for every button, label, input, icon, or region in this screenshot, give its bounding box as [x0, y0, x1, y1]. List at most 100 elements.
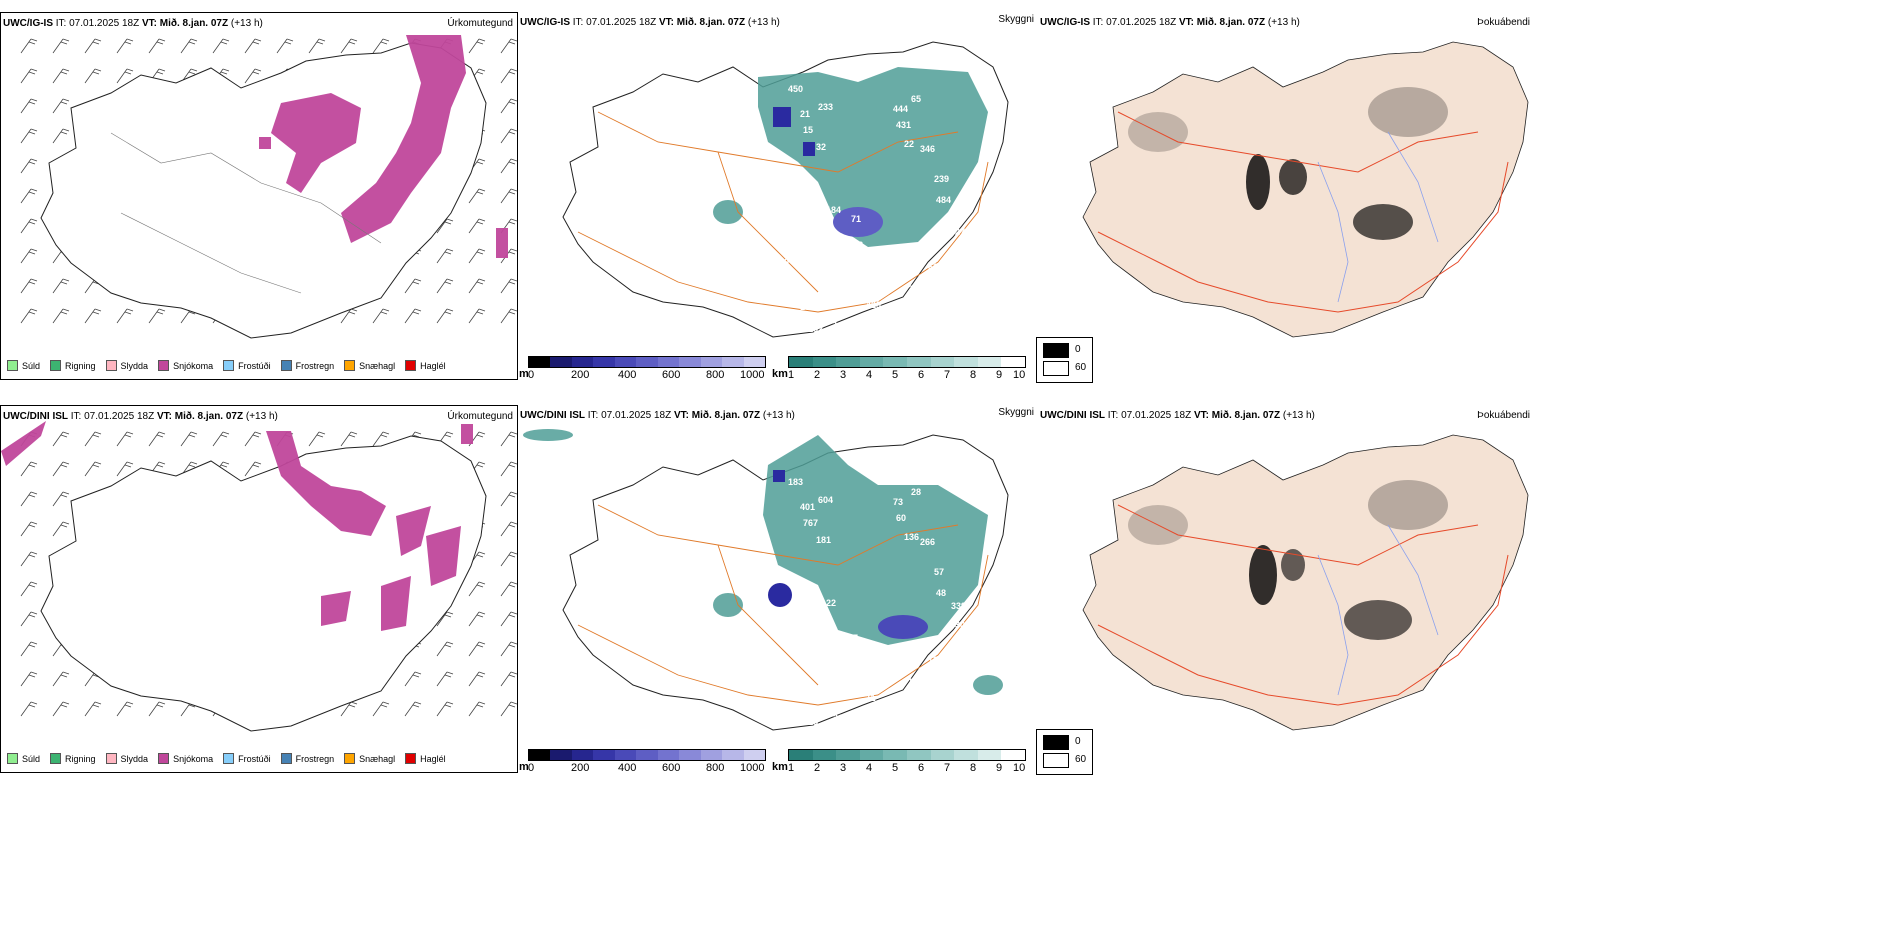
cloudbase-label: 290: [774, 257, 789, 267]
wind-barb: [436, 641, 454, 657]
fog-low-label: 60: [1075, 362, 1087, 373]
cloudbase-visibility-panel-1: 183 401 604 767 181 73 28 60 136 266 57 48 339 330 67 2…: [518, 405, 1038, 773]
colorbar-tick: 1: [788, 369, 795, 380]
wind-barb: [500, 581, 517, 597]
cloudbase-label: 32: [816, 142, 826, 152]
cloudbase-label: 233: [818, 102, 833, 112]
colorbar-cell: [1001, 357, 1025, 367]
wind-barb: [244, 461, 262, 477]
wind-barb: [20, 128, 38, 144]
roads: [577, 504, 989, 706]
wind-barb: [500, 611, 517, 627]
legend-swatch: [344, 360, 356, 371]
panel-title: Þokuábendi: [1477, 17, 1530, 28]
cloudbase-label: 230: [908, 284, 923, 294]
wind-barb: [500, 158, 517, 174]
cloudbase-label: 48: [936, 588, 946, 598]
legend-item: Snæhagl: [344, 360, 395, 371]
precip-type-panel-1: UWC/DINI ISL IT: 07.01.2025 18Z VT: Mið.…: [0, 405, 518, 773]
precip-legend: Súld Rigning Slydda Snjókoma Frostúði Fr…: [7, 753, 446, 764]
colorbar-tick: 0: [528, 369, 535, 380]
legend-swatch: [50, 753, 62, 764]
legend-item: Slydda: [105, 753, 148, 764]
cloudbase-label: 927: [950, 227, 965, 237]
colorbar-tick: 400: [618, 762, 637, 773]
colorbar-tick: 200: [571, 369, 590, 380]
legend-swatch: [280, 360, 292, 371]
legend-item: Frostregn: [280, 360, 334, 371]
panel-header: UWC/IG-IS IT: 07.01.2025 18Z VT: Mið. 8.…: [1040, 17, 1300, 28]
wind-barb: [500, 188, 517, 204]
colorbar-cell: [836, 750, 860, 760]
legend-item: Rigning: [50, 360, 96, 371]
colorbar-cell: [571, 750, 594, 760]
snow-areas: [259, 35, 508, 258]
cloudbase-label: 239: [934, 174, 949, 184]
wind-barb: [116, 431, 134, 447]
colorbar-cell: [593, 357, 615, 367]
wind-barb: [468, 671, 486, 687]
colorbar-cell: [636, 750, 658, 760]
wind-barb: [468, 701, 486, 717]
snow-areas: [1, 421, 473, 631]
wind-barb: [116, 308, 134, 324]
cloudbase-label: 71: [851, 214, 861, 224]
colorbar-cell: [1001, 750, 1025, 760]
fog-high-label: 0: [1075, 736, 1081, 747]
wind-barb: [500, 68, 517, 84]
cloudbase-label: 21: [800, 109, 810, 119]
fog-low-swatch: [1043, 361, 1069, 376]
legend-item: Rigning: [50, 753, 96, 764]
wind-barb: [500, 38, 517, 54]
panel-header: UWC/IG-IS IT: 07.01.2025 18Z VT: Mið. 8.…: [3, 18, 263, 29]
wind-barb: [212, 431, 230, 447]
cloudbase-label: 258: [848, 240, 863, 250]
cloudbase-colorbar: m 0 200 400 600 800 1000: [519, 356, 766, 380]
colorbar-cell: [906, 750, 931, 760]
wind-barb: [244, 68, 262, 84]
legend-swatch: [223, 753, 235, 764]
cloudbase-label: 181: [816, 535, 831, 545]
colorbar-cell: [614, 750, 637, 760]
colorbar-tick: 10: [1013, 369, 1026, 380]
cloudbase-label: 401: [800, 502, 815, 512]
colorbar-tick: 5: [892, 762, 899, 773]
wind-barb: [436, 278, 454, 294]
wind-barb: [52, 461, 70, 477]
wind-barb: [468, 248, 486, 264]
wind-barb: [20, 218, 38, 234]
legend-swatch: [7, 360, 18, 371]
colorbar-row: [528, 356, 766, 368]
wind-barb: [52, 68, 70, 84]
cloudbase-areas: [768, 470, 928, 639]
wind-barb: [52, 308, 70, 324]
wind-barb: [20, 641, 38, 657]
colorbar-cell: [657, 750, 680, 760]
wind-barb: [372, 38, 390, 54]
panel-title: Úrkomutegund: [447, 411, 513, 422]
wind-barb: [404, 308, 422, 324]
wind-barb: [500, 431, 517, 447]
colorbar-tick: 9: [996, 369, 1003, 380]
wind-barb: [52, 278, 70, 294]
colorbar-cell: [954, 357, 978, 367]
wind-barb: [212, 38, 230, 54]
fog-high-swatch: [1043, 735, 1069, 750]
fog-scale-legend-1: 0 60: [1036, 729, 1093, 775]
fog-shading: [1128, 480, 1448, 640]
colorbar-cell: [550, 357, 572, 367]
colorbar-tick: 4: [866, 369, 873, 380]
cloudbase-label: 22: [826, 598, 836, 608]
colorbar-tick: 8: [970, 369, 977, 380]
panel-header: UWC/IG-IS IT: 07.01.2025 18Z VT: Mið. 8.…: [520, 17, 780, 28]
wind-barb: [276, 38, 294, 54]
cloudbase-label: 227: [908, 655, 923, 665]
fog-scale-legend-0: 0 60: [1036, 337, 1093, 383]
colorbar-tick: 0: [528, 762, 535, 773]
panel-title: Skyggni: [998, 14, 1034, 25]
colorbar-cell: [789, 750, 813, 760]
legend-swatch: [158, 360, 170, 371]
colorbar-cell: [614, 357, 637, 367]
colorbar-cell: [859, 357, 884, 367]
cloudbase-label: 450: [788, 84, 803, 94]
